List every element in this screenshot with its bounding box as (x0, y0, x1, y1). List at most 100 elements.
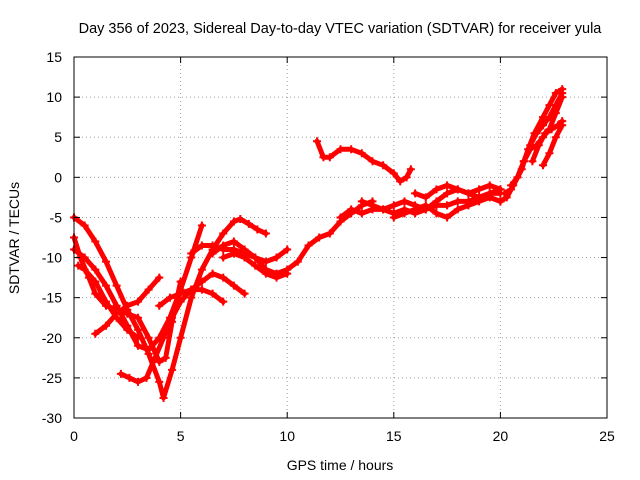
data-point (123, 309, 132, 318)
data-point (283, 245, 292, 254)
data-point (112, 301, 121, 310)
data-point (176, 289, 185, 298)
data-point (545, 149, 554, 158)
x-tick-label: 25 (599, 428, 615, 444)
series-pass-11 (313, 137, 415, 186)
data-point (325, 153, 334, 162)
data-point (357, 149, 366, 158)
y-tick-label: -30 (42, 410, 62, 426)
data-point (142, 373, 151, 382)
data-point (165, 293, 174, 302)
data-point (187, 293, 196, 302)
data-point (116, 369, 125, 378)
data-point (101, 321, 110, 330)
data-point (251, 261, 260, 270)
x-axis-tick-labels: 0 5 10 15 20 25 (70, 428, 615, 444)
data-point (551, 109, 560, 118)
data-point (421, 201, 430, 210)
data-point (91, 277, 100, 286)
data-point (101, 257, 110, 266)
y-tick-label: -20 (42, 330, 62, 346)
series-line (188, 243, 290, 265)
data-point (112, 313, 121, 322)
data-point (197, 277, 206, 286)
data-point (240, 289, 249, 298)
data-point (389, 213, 398, 222)
data-point (357, 209, 366, 218)
data-point (534, 141, 543, 150)
series-pass-10 (219, 249, 292, 282)
y-axis-tick-labels: -30 -25 -20 -15 -10 -5 0 5 10 15 (42, 49, 62, 426)
data-point (347, 205, 356, 214)
data-point (91, 265, 100, 274)
data-point (197, 241, 206, 250)
series-pass-6 (74, 261, 142, 342)
data-point (208, 269, 217, 278)
x-tick-label: 10 (279, 428, 295, 444)
data-point (453, 197, 462, 206)
data-point (272, 273, 281, 282)
data-point (159, 393, 168, 402)
x-tick-label: 5 (177, 428, 185, 444)
data-point (475, 197, 484, 206)
data-point (197, 285, 206, 294)
y-tick-label: -15 (42, 290, 62, 306)
data-point (229, 281, 238, 290)
data-point (443, 201, 452, 210)
data-point (347, 145, 356, 154)
x-tick-label: 20 (493, 428, 509, 444)
data-point (101, 297, 110, 306)
data-point (219, 253, 228, 262)
data-point (336, 213, 345, 222)
data-point (123, 301, 132, 310)
series-pass-15 (411, 181, 505, 202)
data-point (432, 185, 441, 194)
series-pass-7 (155, 285, 228, 310)
data-point (251, 253, 260, 262)
data-point (187, 249, 196, 258)
data-point (133, 333, 142, 342)
axis-ticks (73, 56, 608, 419)
data-point (496, 197, 505, 206)
data-point (133, 297, 142, 306)
data-point (551, 133, 560, 142)
data-point (80, 253, 89, 262)
series-line (210, 198, 375, 277)
data-point (208, 289, 217, 298)
y-tick-label: 10 (46, 89, 62, 105)
data-point (304, 241, 313, 250)
data-point (432, 197, 441, 206)
data-point (144, 345, 153, 354)
data-point (133, 377, 142, 386)
data-point (133, 325, 142, 334)
data-point (325, 229, 334, 238)
data-point (229, 237, 238, 246)
data-point (176, 297, 185, 306)
data-point (219, 273, 228, 282)
data-point (464, 189, 473, 198)
data-point (507, 181, 516, 190)
data-point (389, 201, 398, 210)
data-point (443, 181, 452, 190)
data-point (443, 213, 452, 222)
chart-title: Day 356 of 2023, Sidereal Day-to-day VTE… (79, 21, 603, 37)
data-point (379, 205, 388, 214)
data-point (168, 313, 177, 322)
data-point (155, 357, 164, 366)
y-tick-label: 0 (54, 169, 62, 185)
y-axis-label: SDTVAR / TECUs (6, 182, 22, 294)
data-point (253, 225, 262, 234)
data-point (547, 125, 556, 134)
y-tick-label: -10 (42, 250, 62, 266)
data-point (526, 145, 535, 154)
data-point (443, 189, 452, 198)
data-point (368, 201, 377, 210)
data-point (219, 241, 228, 250)
data-point (513, 173, 522, 182)
data-point (283, 269, 292, 278)
series-pass-4 (91, 273, 164, 338)
data-point (144, 333, 153, 342)
data-point (208, 241, 217, 250)
data-point (406, 165, 415, 174)
